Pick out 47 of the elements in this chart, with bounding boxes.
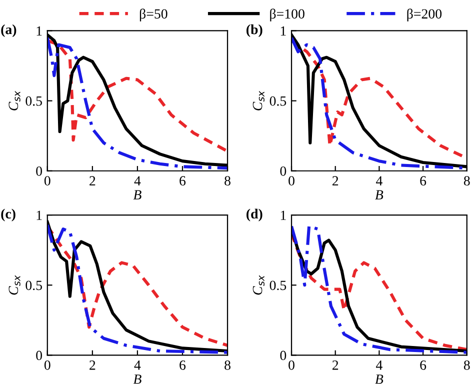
x-tick-label: 4	[134, 360, 141, 370]
y-axis-title: C$_{sx}$	[252, 275, 264, 295]
x-axis-title: B	[133, 374, 142, 384]
y-tick-label: 1	[280, 26, 286, 36]
y-tick-label: 0	[36, 166, 42, 176]
x-tick-label: 2	[332, 360, 338, 370]
legend-label: β=200	[407, 8, 442, 22]
chart-title: (a)	[1, 24, 16, 38]
y-tick-label: 1	[36, 26, 42, 36]
x-tick-label: 0	[288, 176, 294, 186]
legend-label: β=100	[270, 8, 304, 22]
x-tick-label: 2	[90, 360, 96, 370]
x-axis-title: B	[133, 190, 142, 200]
x-tick-label: 4	[376, 360, 382, 370]
y-tick-label: 0	[280, 166, 286, 176]
x-tick-label: 0	[288, 360, 294, 370]
x-tick-label: 2	[90, 176, 96, 186]
x-tick-label: 6	[420, 360, 426, 370]
chart-title: (b)	[246, 24, 262, 38]
legend-label: β=50	[140, 8, 168, 22]
y-tick-label: 1	[36, 210, 42, 220]
y-axis-title: C$_{sx}$	[252, 90, 264, 110]
y-tick-label: 0	[36, 350, 42, 360]
x-tick-label: 4	[134, 176, 141, 186]
x-tick-label: 8	[224, 176, 230, 186]
x-tick-label: 8	[224, 360, 230, 370]
chart-title: (c)	[1, 208, 16, 222]
y-tick-label: 1	[280, 210, 286, 220]
y-tick-label: 0.5	[270, 280, 286, 290]
x-tick-label: 0	[44, 176, 50, 186]
x-tick-label: 8	[464, 176, 470, 186]
x-axis-title: B	[375, 374, 384, 384]
x-tick-label: 6	[180, 176, 186, 186]
y-axis-title: C$_{sx}$	[8, 275, 20, 295]
chart-title: (d)	[246, 208, 262, 222]
y-axis-title: C$_{sx}$	[8, 90, 20, 110]
x-axis-title: B	[375, 190, 384, 200]
y-tick-label: 0.5	[26, 96, 42, 106]
x-tick-label: 6	[420, 176, 426, 186]
x-tick-label: 0	[44, 360, 50, 370]
x-tick-label: 2	[332, 176, 338, 186]
y-tick-label: 0.5	[270, 96, 286, 106]
y-tick-label: 0	[280, 350, 286, 360]
x-tick-label: 6	[180, 360, 186, 370]
y-tick-label: 0.5	[26, 280, 42, 290]
x-tick-label: 4	[376, 176, 382, 186]
x-tick-label: 8	[464, 360, 470, 370]
